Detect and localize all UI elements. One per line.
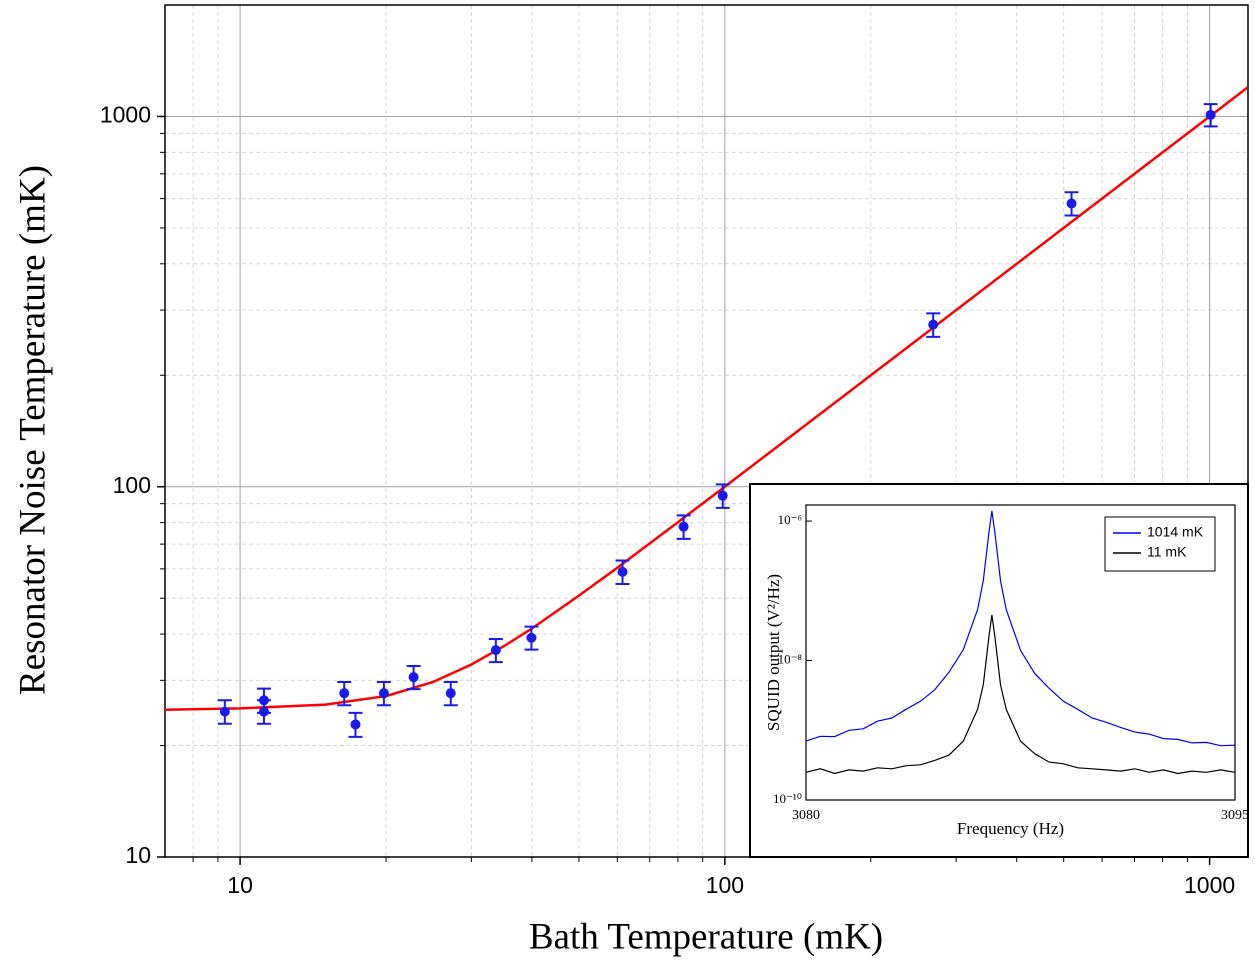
y-axis-label: Resonator Noise Temperature (mK) [12, 165, 53, 695]
y-tick-label: 10⁻⁶ [778, 512, 802, 527]
y-tick-label: 10⁻⁸ [778, 652, 803, 667]
data-point [490, 645, 501, 656]
spectrum-line [805, 510, 1236, 747]
y-tick-label: 10 [125, 842, 151, 868]
x-tick-label: 3080 [792, 808, 820, 823]
spectrum-line [805, 614, 1236, 775]
data-point [219, 706, 230, 717]
data-point [1205, 109, 1216, 120]
y-axis-label: SQUID output (V²/Hz) [764, 574, 783, 731]
data-point [339, 688, 350, 699]
data-point [258, 706, 269, 717]
inset-frame [805, 504, 1236, 801]
y-tick-label: 10⁻¹⁰ [773, 791, 802, 806]
data-point [617, 566, 628, 577]
y-tick-label: 1000 [100, 102, 151, 128]
data-point [717, 490, 728, 501]
x-axis-label: Bath Temperature (mK) [529, 916, 883, 957]
data-point [408, 672, 419, 683]
legend-label: 11 mK [1147, 544, 1187, 560]
data-point [1066, 198, 1077, 209]
data-point [678, 521, 689, 532]
data-point [350, 719, 361, 730]
data-point [378, 688, 389, 699]
plot-frame [164, 4, 1249, 858]
x-tick-label: 100 [706, 872, 744, 898]
x-tick-label: 1000 [1184, 872, 1235, 898]
fit-line [164, 86, 1249, 711]
y-tick-label: 100 [113, 472, 151, 498]
x-tick-label: 3095 [1221, 808, 1249, 823]
legend-box [1104, 516, 1216, 572]
legend-label: 1014 mK [1147, 524, 1204, 540]
x-tick-label: 10 [227, 872, 253, 898]
data-point [445, 688, 456, 699]
data-point [526, 632, 537, 643]
data-point [928, 319, 939, 330]
x-axis-label: Frequency (Hz) [957, 819, 1064, 838]
